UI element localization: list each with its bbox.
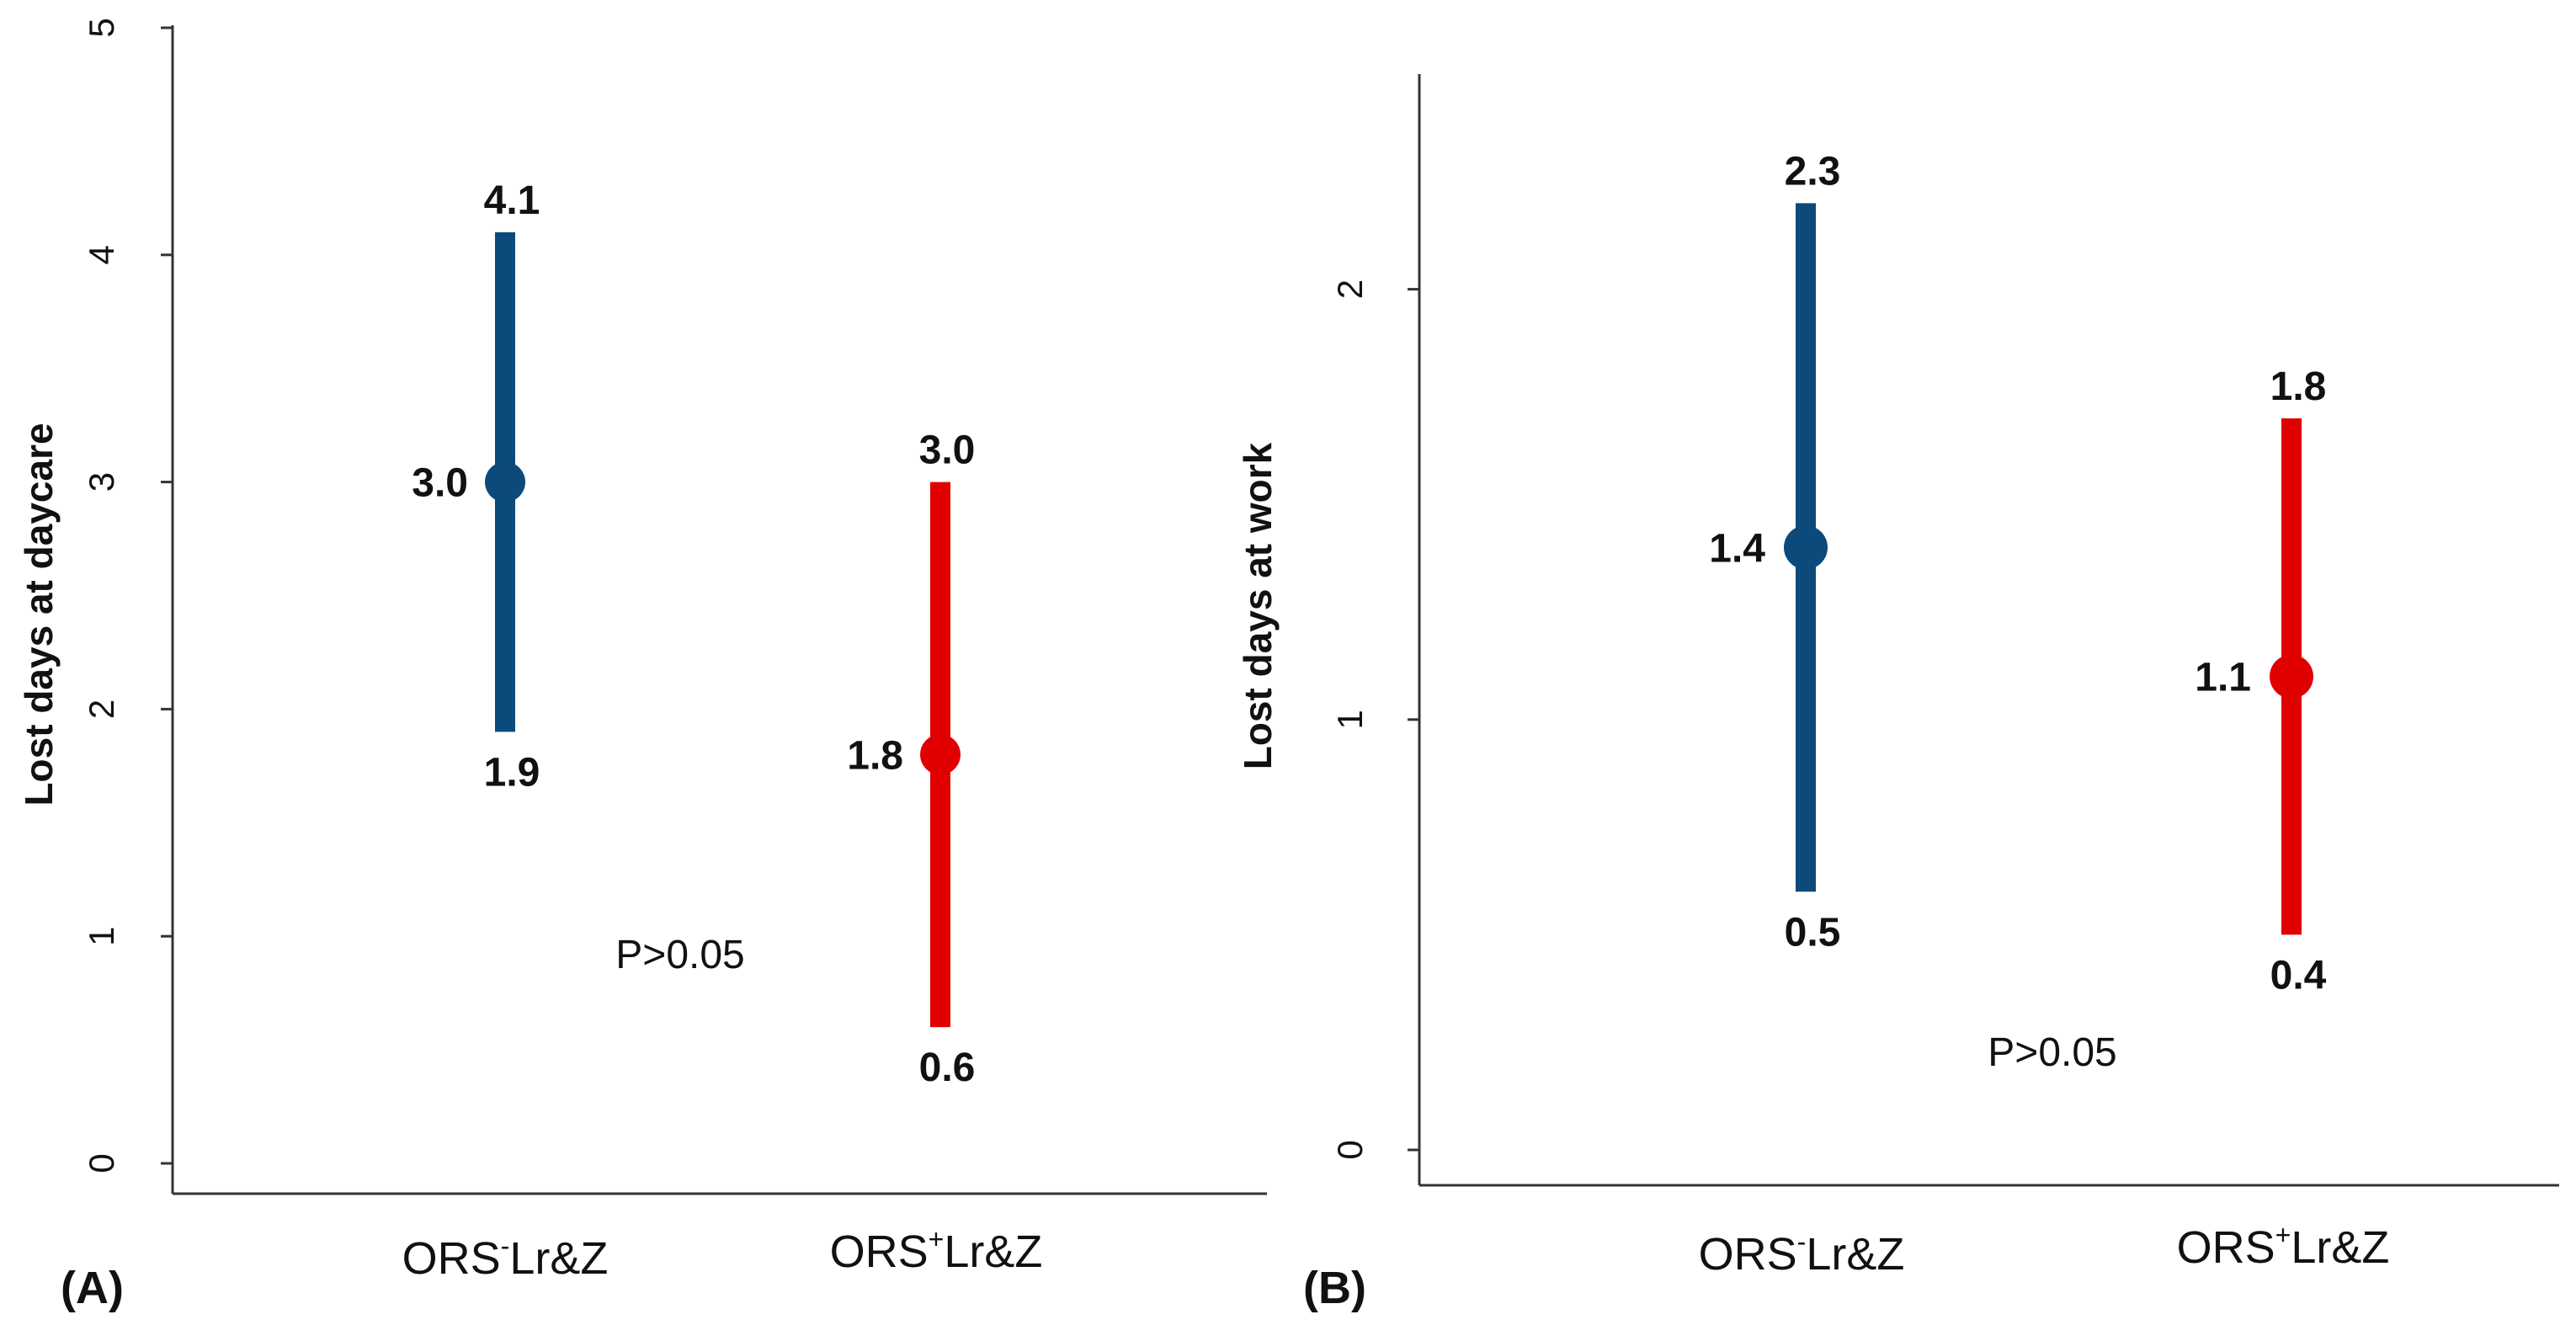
panel-b-cat0-sup: - (1797, 1227, 1807, 1257)
panel-b-p-value: P>0.05 (1988, 1030, 2116, 1075)
panel-a-y-tick-label: 4 (82, 245, 121, 264)
panel-b-ors-minus-mean-point (1784, 525, 1828, 570)
panel-a-cat0-suffix: Lr&Z (509, 1233, 608, 1284)
panel-a-label: (A) (61, 1263, 124, 1313)
panel-b-category-ors-minus: ORS-Lr&Z (1699, 1227, 1905, 1280)
panel-a-ors-plus-mean-point (920, 734, 961, 775)
panel-b-y-tick-label: 1 (1330, 710, 1370, 729)
panel-b-ors-minus-mean-label: 1.4 (1709, 526, 1765, 571)
panel-a-ors-minus-upper-label: 4.1 (484, 178, 540, 223)
panel-a-y-ticks: 0 1 2 3 4 5 (82, 18, 173, 1173)
panel-a-ors-minus-mean-point (485, 461, 525, 503)
panel-b-cat0-suffix: Lr&Z (1806, 1229, 1904, 1280)
panel-a-y-tick-label: 3 (82, 472, 121, 492)
panel-b-label: (B) (1303, 1263, 1366, 1313)
panel-b-cat1-sup: + (2275, 1220, 2291, 1250)
panel-a-ors-minus-lower-label: 1.9 (484, 750, 540, 795)
panel-a-cat0-prefix: ORS (402, 1233, 501, 1284)
panel-a-y-tick-label: 0 (82, 1153, 121, 1173)
panel-a-category-ors-minus: ORS-Lr&Z (402, 1231, 609, 1284)
panel-b-y-tick-label: 2 (1330, 279, 1370, 299)
panel-a-ors-plus-lower-label: 0.6 (919, 1046, 976, 1090)
panel-a-category-ors-plus: ORS+Lr&Z (830, 1224, 1043, 1277)
panel-b: 0 1 2 Lost days at work 2.3 0.5 1.4 1.8 0.… (1236, 74, 2559, 1313)
panel-b-ors-minus-lower-label: 0.5 (1785, 910, 1841, 955)
panel-a-p-value: P>0.05 (615, 933, 744, 977)
panel-a-cat1-suffix: Lr&Z (944, 1227, 1042, 1277)
panel-b-ors-plus-mean-label: 1.1 (2195, 656, 2251, 700)
panel-b-cat1-prefix: ORS (2177, 1222, 2275, 1273)
panel-a-y-axis-label: Lost days at daycare (17, 423, 61, 806)
panel-b-ors-minus-upper-label: 2.3 (1785, 149, 1841, 194)
panel-a-cat1-prefix: ORS (830, 1227, 929, 1277)
panel-b-category-ors-plus: ORS+Lr&Z (2177, 1220, 2390, 1273)
panel-a-y-tick-label: 5 (82, 18, 121, 37)
panel-b-y-axis-label: Lost days at work (1236, 442, 1280, 769)
panel-b-y-tick-label: 0 (1330, 1140, 1370, 1159)
panel-b-ors-plus-upper-label: 1.8 (2270, 365, 2327, 409)
panel-a-y-tick-label: 1 (82, 927, 121, 946)
panel-a-ors-minus-mean-label: 3.0 (412, 461, 468, 506)
panel-a-ors-plus-upper-label: 3.0 (919, 428, 976, 473)
panel-b-ors-plus-mean-point (2270, 654, 2313, 699)
panel-a-cat0-sup: - (501, 1231, 510, 1261)
panel-b-cat0-prefix: ORS (1699, 1229, 1797, 1280)
panel-a-ors-plus-mean-label: 1.8 (847, 733, 903, 778)
panel-b-ors-plus-lower-label: 0.4 (2270, 953, 2327, 998)
panel-b-y-ticks: 0 1 2 (1330, 279, 1419, 1160)
panel-a-y-tick-label: 2 (82, 700, 121, 719)
panel-a-cat1-sup: + (929, 1224, 945, 1254)
panel-b-cat1-suffix: Lr&Z (2291, 1222, 2389, 1273)
